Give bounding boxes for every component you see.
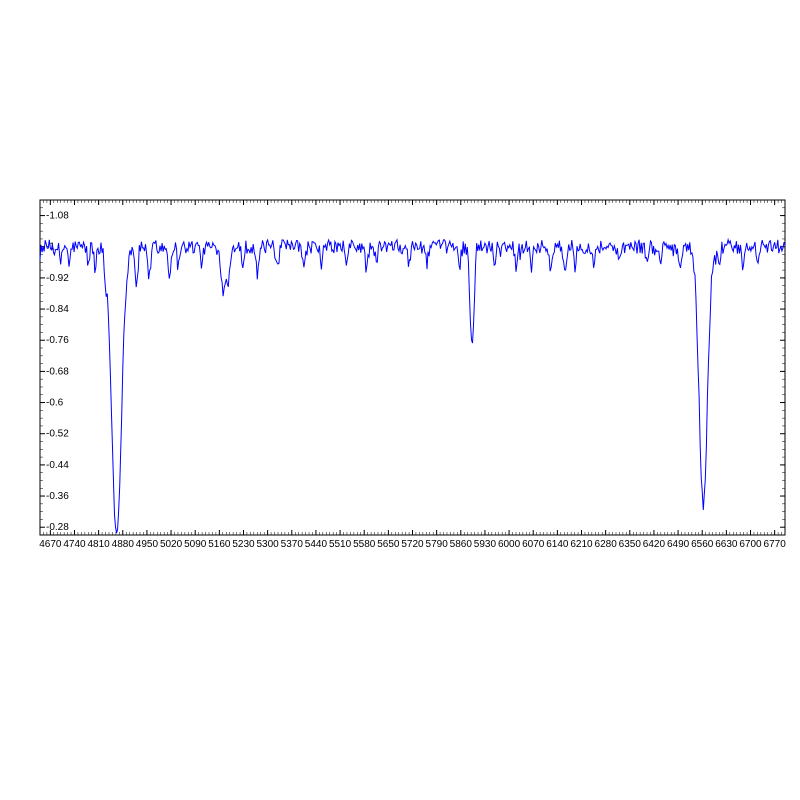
svg-text:6000: 6000 [498, 539, 521, 550]
svg-text:5090: 5090 [184, 539, 207, 550]
spectrum-chart: -0.28 -0.36 -0.44 -0.52 -0.6 -0.68 -0.76 -0.84 -… [0, 0, 800, 800]
svg-text:-1.08: -1.08 [46, 211, 69, 222]
svg-text:4670: 4670 [39, 539, 62, 550]
svg-text:5300: 5300 [257, 539, 280, 550]
svg-text:-0.6: -0.6 [46, 398, 64, 409]
svg-text:-0.92: -0.92 [46, 273, 69, 284]
svg-text:5930: 5930 [474, 539, 497, 550]
svg-text:6560: 6560 [691, 539, 714, 550]
svg-text:4740: 4740 [63, 539, 86, 550]
svg-text:6140: 6140 [546, 539, 569, 550]
svg-text:-0.76: -0.76 [46, 335, 69, 346]
svg-text:6420: 6420 [643, 539, 666, 550]
svg-text:5370: 5370 [281, 539, 304, 550]
spectrum-svg: -0.28 -0.36 -0.44 -0.52 -0.6 -0.68 -0.76 -0.84 -… [0, 0, 800, 800]
svg-text:-0.84: -0.84 [46, 304, 69, 315]
svg-text:6700: 6700 [739, 539, 762, 550]
svg-text:5440: 5440 [305, 539, 328, 550]
svg-text:5790: 5790 [426, 539, 449, 550]
svg-text:5860: 5860 [450, 539, 473, 550]
svg-text:6630: 6630 [715, 539, 738, 550]
svg-text:5160: 5160 [208, 539, 231, 550]
svg-text:6490: 6490 [667, 539, 690, 550]
svg-text:5720: 5720 [401, 539, 424, 550]
svg-text:-0.52: -0.52 [46, 429, 69, 440]
svg-text:-0.68: -0.68 [46, 366, 69, 377]
svg-text:4810: 4810 [88, 539, 111, 550]
svg-text:6210: 6210 [570, 539, 593, 550]
svg-text:6770: 6770 [764, 539, 787, 550]
svg-text:4950: 4950 [136, 539, 159, 550]
svg-text:6070: 6070 [522, 539, 545, 550]
svg-text:6280: 6280 [595, 539, 618, 550]
svg-text:5020: 5020 [160, 539, 183, 550]
svg-text:-0.28: -0.28 [46, 522, 69, 533]
svg-text:4880: 4880 [112, 539, 135, 550]
svg-text:5580: 5580 [353, 539, 376, 550]
svg-text:5230: 5230 [232, 539, 255, 550]
svg-text:-0.44: -0.44 [46, 460, 69, 471]
svg-text:-0.36: -0.36 [46, 491, 69, 502]
svg-text:5650: 5650 [377, 539, 400, 550]
svg-text:5510: 5510 [329, 539, 352, 550]
svg-text:6350: 6350 [619, 539, 642, 550]
